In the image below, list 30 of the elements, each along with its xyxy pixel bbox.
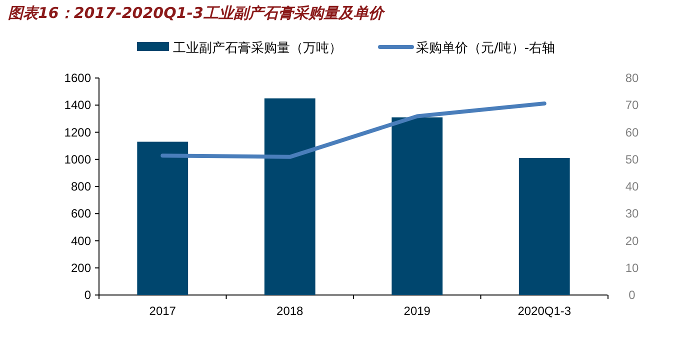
bar <box>392 117 443 295</box>
y2-tick-label: 80 <box>625 71 639 85</box>
y-tick-label: 400 <box>70 234 92 248</box>
y2-tick-label: 10 <box>625 260 639 275</box>
y-tick-label: 1400 <box>64 98 92 112</box>
y-tick-label: 200 <box>70 260 92 275</box>
x-tick-label: 2018 <box>276 304 304 318</box>
legend-label: 采购单价（元/吨）-右轴 <box>416 41 556 56</box>
y-tick-label: 800 <box>70 180 92 194</box>
y-tick-label: 600 <box>70 206 92 221</box>
y-tick-label: 1000 <box>64 152 92 166</box>
x-tick-label: 2017 <box>149 304 176 318</box>
y2-tick-label: 40 <box>625 180 639 194</box>
bar <box>137 142 188 295</box>
y-tick-label: 1600 <box>64 71 92 85</box>
legend-label: 工业副产石膏采购量（万吨） <box>173 41 342 56</box>
x-tick-label: 2020Q1-3 <box>518 304 572 318</box>
y-tick-label: 1200 <box>64 125 92 140</box>
bar <box>518 158 570 295</box>
y-tick-label: 0 <box>84 288 92 302</box>
y2-tick-label: 0 <box>628 288 636 302</box>
bar <box>264 98 316 295</box>
line-series <box>160 102 546 159</box>
y2-tick-label: 50 <box>625 152 639 166</box>
y2-tick-label: 30 <box>625 206 639 221</box>
x-tick-label: 2019 <box>404 304 431 318</box>
chart-title: 图表16：2017-2020Q1-3工业副产石膏采购量及单价 <box>8 4 386 22</box>
y2-tick-label: 20 <box>625 234 639 248</box>
y2-tick-label: 60 <box>625 125 639 140</box>
y2-tick-label: 70 <box>625 98 639 112</box>
